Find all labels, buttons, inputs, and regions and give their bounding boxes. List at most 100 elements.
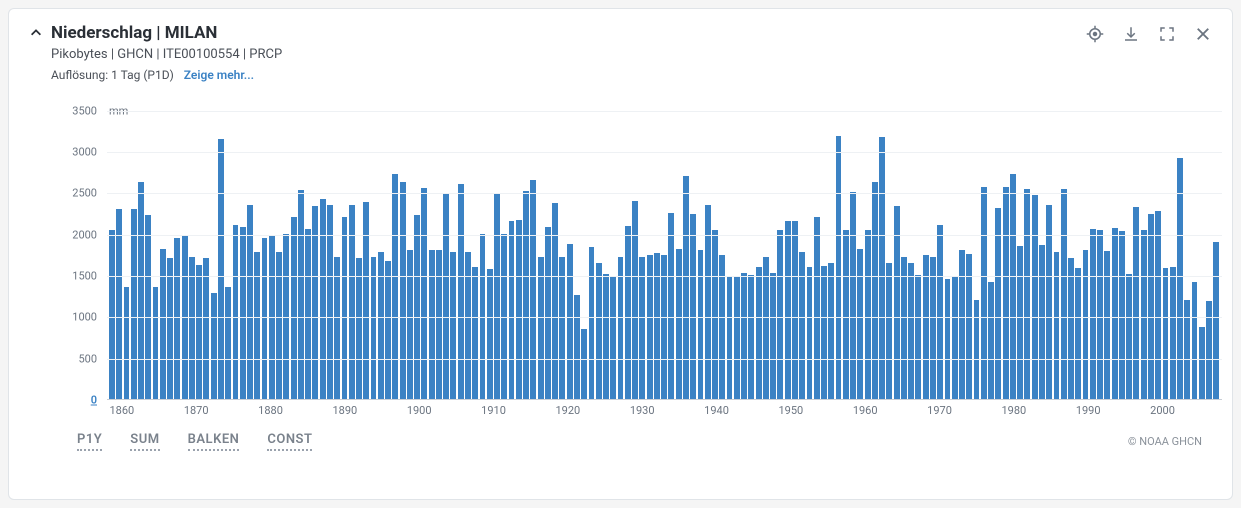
bar[interactable]: [371, 257, 377, 399]
bar[interactable]: [1112, 228, 1118, 399]
bar[interactable]: [1213, 242, 1219, 399]
bar[interactable]: [574, 295, 580, 399]
bar[interactable]: [167, 258, 173, 399]
bar[interactable]: [116, 209, 122, 399]
bar[interactable]: [523, 191, 529, 399]
bar[interactable]: [908, 263, 914, 399]
bar[interactable]: [1206, 301, 1212, 399]
bar[interactable]: [850, 192, 856, 399]
bar[interactable]: [981, 187, 987, 399]
bar[interactable]: [741, 273, 747, 399]
bar[interactable]: [930, 257, 936, 399]
bar[interactable]: [872, 182, 878, 399]
bar[interactable]: [538, 257, 544, 399]
bar[interactable]: [952, 277, 958, 399]
bar[interactable]: [945, 279, 951, 399]
bar[interactable]: [298, 190, 304, 399]
bar[interactable]: [748, 275, 754, 399]
bar[interactable]: [734, 277, 740, 399]
bar[interactable]: [865, 230, 871, 399]
bar[interactable]: [995, 208, 1001, 399]
bar[interactable]: [639, 257, 645, 399]
bar[interactable]: [378, 252, 384, 399]
bar[interactable]: [480, 234, 486, 399]
bar[interactable]: [429, 250, 435, 399]
bar[interactable]: [828, 263, 834, 399]
bar[interactable]: [240, 227, 246, 399]
bar[interactable]: [356, 258, 362, 399]
bar[interactable]: [450, 252, 456, 399]
bar[interactable]: [632, 201, 638, 399]
close-icon[interactable]: [1194, 25, 1212, 43]
bar[interactable]: [233, 225, 239, 399]
bar[interactable]: [1017, 246, 1023, 399]
bar[interactable]: [1126, 274, 1132, 399]
bar[interactable]: [821, 266, 827, 399]
bar[interactable]: [610, 277, 616, 399]
bar[interactable]: [262, 238, 268, 399]
bar[interactable]: [291, 217, 297, 399]
bar[interactable]: [559, 257, 565, 399]
bar[interactable]: [1032, 195, 1038, 399]
bar[interactable]: [1061, 189, 1067, 399]
bar[interactable]: [1199, 327, 1205, 399]
bar[interactable]: [727, 277, 733, 399]
bar[interactable]: [676, 249, 682, 399]
bar[interactable]: [1119, 231, 1125, 399]
bar[interactable]: [363, 202, 369, 399]
bar[interactable]: [1192, 282, 1198, 399]
bar[interactable]: [225, 287, 231, 399]
bar[interactable]: [799, 252, 805, 399]
bar[interactable]: [283, 234, 289, 399]
collapse-icon[interactable]: [29, 26, 43, 40]
bar[interactable]: [1010, 174, 1016, 399]
fullscreen-icon[interactable]: [1158, 25, 1176, 43]
bar[interactable]: [1133, 207, 1139, 399]
bar[interactable]: [385, 261, 391, 399]
bar[interactable]: [857, 249, 863, 399]
bar[interactable]: [567, 244, 573, 399]
bar[interactable]: [392, 174, 398, 399]
bar[interactable]: [974, 300, 980, 399]
locate-icon[interactable]: [1086, 25, 1104, 43]
bar[interactable]: [189, 257, 195, 399]
bar[interactable]: [465, 252, 471, 399]
bar[interactable]: [458, 184, 464, 399]
bar[interactable]: [763, 257, 769, 399]
bar[interactable]: [552, 203, 558, 399]
bar[interactable]: [668, 213, 674, 399]
bar[interactable]: [509, 221, 515, 399]
bar[interactable]: [777, 230, 783, 399]
bar[interactable]: [843, 230, 849, 399]
bar[interactable]: [901, 257, 907, 399]
bar[interactable]: [792, 221, 798, 399]
bar[interactable]: [320, 199, 326, 399]
bar[interactable]: [596, 263, 602, 399]
bar[interactable]: [174, 238, 180, 399]
bar[interactable]: [472, 267, 478, 399]
bar[interactable]: [407, 250, 413, 399]
bar[interactable]: [1170, 267, 1176, 399]
bar[interactable]: [618, 257, 624, 399]
bar[interactable]: [516, 220, 522, 399]
bar[interactable]: [988, 282, 994, 399]
bar[interactable]: [203, 258, 209, 399]
bar[interactable]: [1163, 268, 1169, 399]
control-sum[interactable]: SUM: [130, 432, 159, 451]
bar[interactable]: [770, 273, 776, 399]
bar[interactable]: [879, 137, 885, 399]
bar[interactable]: [138, 182, 144, 399]
bar[interactable]: [342, 217, 348, 399]
bar[interactable]: [937, 225, 943, 399]
bar[interactable]: [1141, 230, 1147, 399]
bar[interactable]: [218, 139, 224, 399]
bar[interactable]: [1039, 245, 1045, 399]
bar[interactable]: [131, 209, 137, 399]
bar[interactable]: [690, 214, 696, 399]
bar[interactable]: [589, 247, 595, 399]
bar[interactable]: [683, 176, 689, 399]
bar[interactable]: [1090, 229, 1096, 399]
bar[interactable]: [443, 194, 449, 399]
bar[interactable]: [196, 265, 202, 399]
bar[interactable]: [436, 250, 442, 399]
